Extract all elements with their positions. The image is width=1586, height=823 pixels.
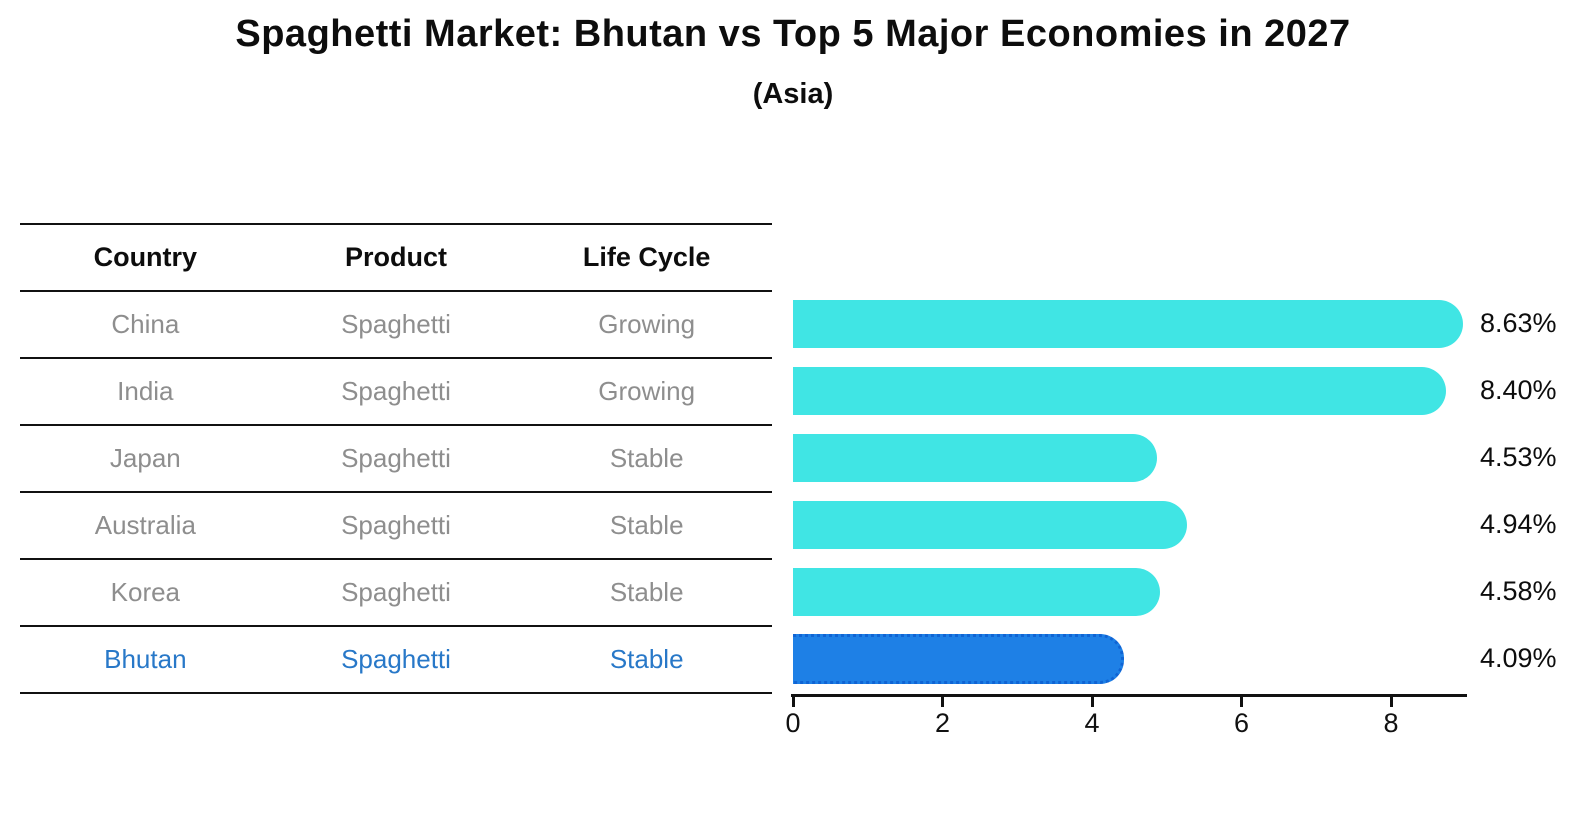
cell-country: Japan <box>109 443 181 473</box>
cell-product: Spaghetti <box>341 309 451 339</box>
cell-product: Spaghetti <box>341 376 451 406</box>
cell-product: Spaghetti <box>341 577 451 607</box>
x-tick-label: 4 <box>1084 708 1100 738</box>
column-header-country: Country <box>93 242 198 272</box>
bar-value-label: 8.63% <box>1480 308 1557 338</box>
x-tick <box>941 697 944 707</box>
x-tick-label: 8 <box>1383 708 1399 738</box>
cell-country: Korea <box>110 577 181 607</box>
cell-life-cycle: Stable <box>609 443 684 473</box>
x-tick-label: 0 <box>785 708 801 738</box>
bar-value-label: 4.53% <box>1480 442 1557 472</box>
cell-country: India <box>117 376 174 406</box>
bar-highlighted <box>793 633 1124 684</box>
x-axis <box>791 694 1467 697</box>
bar-value-label: 4.58% <box>1480 576 1557 606</box>
bar <box>793 299 1464 348</box>
table-header-row: Country Product Life Cycle <box>20 225 772 292</box>
table-body: China Spaghetti Growing India Spaghetti Growi… <box>20 292 772 694</box>
x-tick-label: 6 <box>1233 708 1250 738</box>
table-row: Australia Spaghetti Stable <box>20 493 772 560</box>
table-row: Korea Spaghetti Stable <box>20 560 772 627</box>
x-tick <box>1240 697 1243 707</box>
cell-country: Bhutan <box>104 644 187 674</box>
cell-life-cycle: Stable <box>609 644 684 674</box>
bar-value-label: 4.09% <box>1480 643 1557 673</box>
x-tick <box>1389 697 1393 707</box>
table-row: China Spaghetti Growing <box>20 292 772 359</box>
column-header-lifecycle: Life Cycle <box>582 242 711 272</box>
cell-country: Australia <box>94 510 196 540</box>
cell-life-cycle: Growing <box>598 309 696 339</box>
cell-product: Spaghetti <box>341 443 451 473</box>
column-header-product: Product <box>345 242 448 272</box>
table-row: India Spaghetti Growing <box>20 359 772 426</box>
x-tick <box>791 697 795 707</box>
bar-value-label: 4.94% <box>1480 509 1557 539</box>
cell-product: Spaghetti <box>341 644 451 674</box>
cell-product: Spaghetti <box>341 510 451 540</box>
x-tick <box>1090 697 1094 707</box>
bar <box>793 433 1157 482</box>
cell-life-cycle: Growing <box>598 376 696 406</box>
cell-country: China <box>111 309 180 339</box>
table-row: Bhutan Spaghetti Stable <box>20 627 772 694</box>
country-table: Country Product Life Cycle China Spaghett… <box>20 223 772 694</box>
chart-subtitle: (Asia) <box>752 78 834 110</box>
bar <box>793 567 1161 616</box>
bar-value-label: 8.40% <box>1480 375 1557 405</box>
chart-title: Spaghetti Market: Bhutan vs Top 5 Major … <box>235 13 1351 55</box>
cell-life-cycle: Stable <box>609 510 684 540</box>
cell-life-cycle: Stable <box>609 577 684 607</box>
x-tick-label: 2 <box>934 708 951 738</box>
bar <box>793 366 1446 415</box>
table-row: Japan Spaghetti Stable <box>20 426 772 493</box>
bar <box>793 500 1188 549</box>
